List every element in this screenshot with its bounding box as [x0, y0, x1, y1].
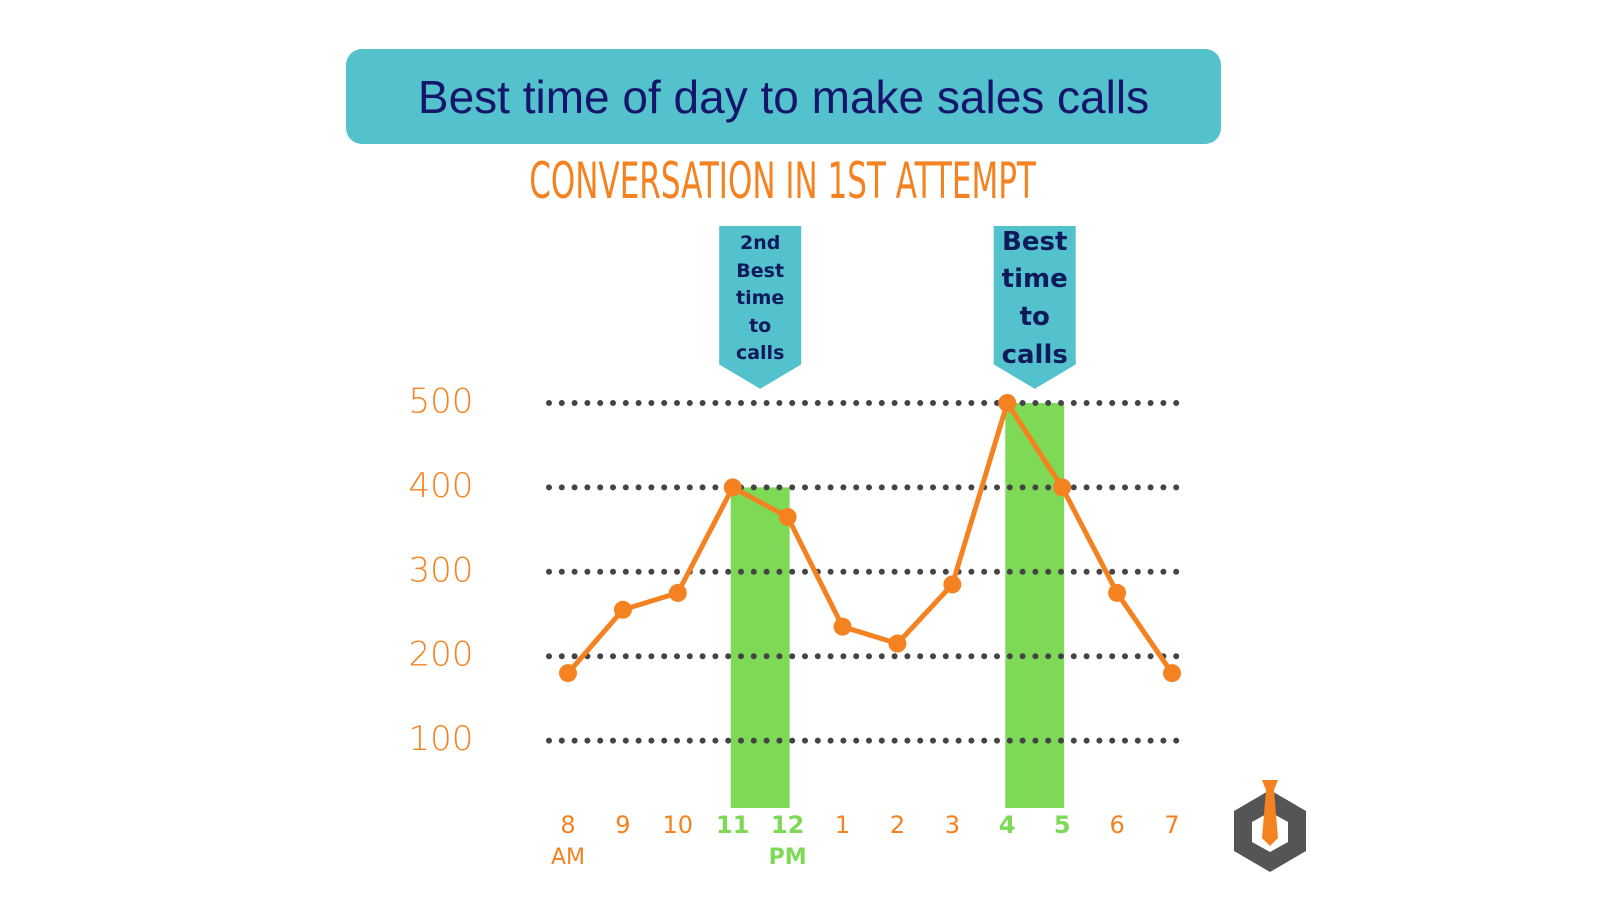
callout-label: 2nd Best time to calls — [735, 232, 785, 365]
x-tick-label: 11 — [716, 811, 749, 839]
x-sublabel: AM — [551, 845, 585, 870]
data-point — [668, 583, 687, 602]
callout-shape — [991, 224, 1078, 392]
data-point — [1053, 478, 1072, 497]
x-tick-label: 6 — [1109, 811, 1124, 839]
x-sublabel: PM — [769, 845, 807, 870]
x-tick-label: 3 — [945, 811, 960, 839]
y-tick-label: 300 — [409, 550, 474, 590]
chart-subtitle: CONVERSATION IN 1ST ATTEMPT — [529, 152, 1037, 210]
x-tick-label: 10 — [663, 811, 694, 839]
subtitle-box: CONVERSATION IN 1ST ATTEMPT — [0, 152, 1566, 210]
data-point — [943, 575, 962, 594]
callout-label: Best time to calls — [1001, 226, 1068, 370]
x-tick-label: 4 — [999, 811, 1016, 839]
x-tick-label: 7 — [1164, 811, 1179, 839]
x-tick-label: 1 — [835, 811, 850, 839]
y-tick-label: 100 — [409, 719, 474, 759]
y-tick-label: 400 — [409, 466, 474, 506]
y-tick-label: 500 — [409, 382, 474, 422]
data-point — [1108, 583, 1127, 602]
title-banner: Best time of day to make sales calls — [346, 49, 1221, 144]
data-point — [613, 600, 632, 619]
data-point — [1163, 664, 1181, 683]
data-point — [888, 634, 907, 653]
highlight-bar — [1005, 403, 1065, 808]
x-tick-label: 5 — [1054, 811, 1071, 839]
highlight-bar — [730, 487, 790, 808]
y-tick-label: 200 — [409, 635, 474, 675]
chart-title: Best time of day to make sales calls — [417, 70, 1150, 123]
data-point — [559, 664, 577, 683]
data-point — [998, 394, 1017, 412]
x-tick-label: 8 — [560, 811, 575, 839]
data-point — [723, 478, 742, 497]
x-tick-label: 9 — [615, 811, 630, 839]
logo-tie — [1262, 780, 1278, 846]
callout-shape — [717, 224, 804, 392]
series-line — [566, 400, 1175, 675]
x-tick-label: 2 — [890, 811, 905, 839]
x-tick-label: 12 — [771, 811, 804, 839]
logo — [1234, 780, 1306, 872]
data-point — [833, 617, 852, 636]
data-point — [778, 507, 797, 526]
